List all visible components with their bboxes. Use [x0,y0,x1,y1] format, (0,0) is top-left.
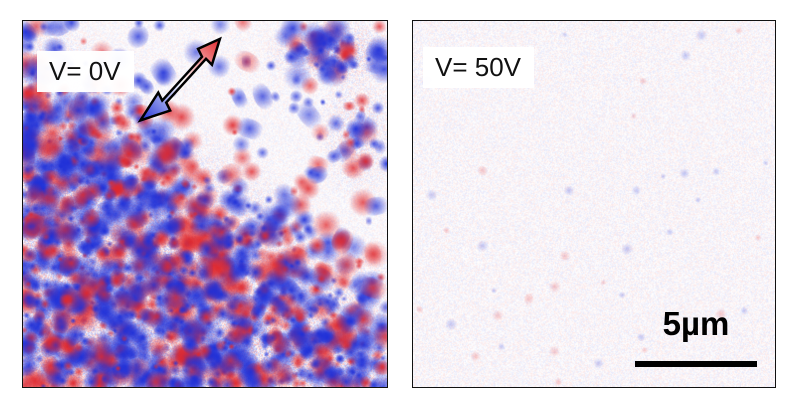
voltage-label: V= 50V [423,47,535,88]
voltage-label: V= 0V [37,51,134,92]
domain-map-0v: V= 0V [22,20,388,388]
scale-bar-label: 5µm [662,305,730,342]
scale-bar-line [635,361,757,367]
domain-map-50v: V= 50V 5µm [412,20,776,388]
scale-bar: 5µm [635,305,757,367]
